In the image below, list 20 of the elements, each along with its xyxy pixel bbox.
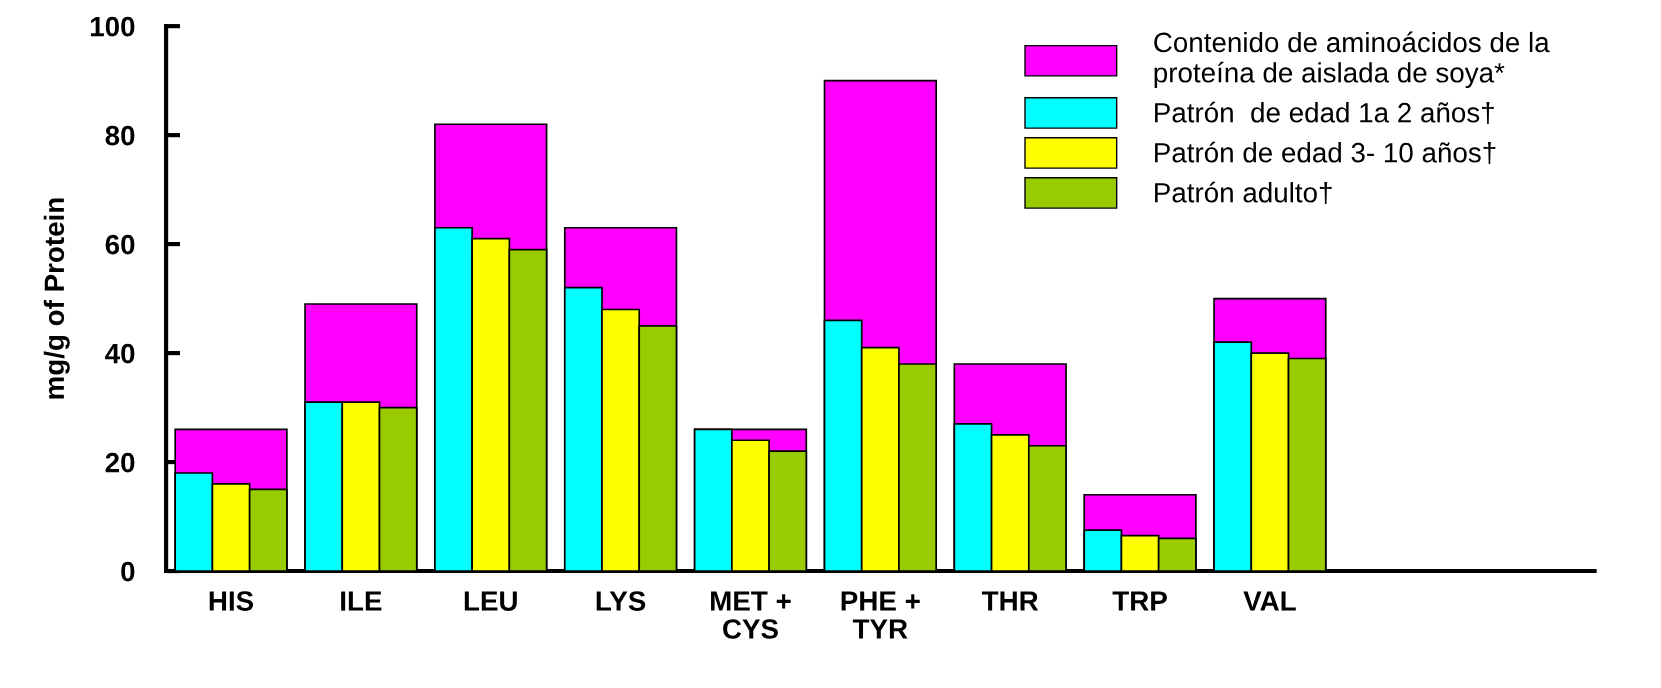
y-tick-label: 60 (105, 234, 135, 255)
y-tick-label: 80 (105, 125, 135, 146)
x-tick-label: MET + CYS (711, 591, 791, 639)
x-tick-label: TRP (1112, 591, 1167, 611)
x-tick-label: ILE (341, 591, 382, 611)
legend-label: Patrón adulto† (1155, 181, 1332, 205)
y-tick-label: 20 (105, 452, 135, 473)
x-tick-label: LYS (596, 591, 646, 611)
x-tick-label: PHE + TYR (841, 591, 920, 639)
y-tick-label: 100 (90, 16, 135, 37)
legend-label: Patrón de edad 3- 10 años† (1155, 141, 1496, 165)
legend-label: Contenido de aminoácidos de la proteína de aislada de soya* (1154, 31, 1550, 89)
x-tick-label: LEU (464, 591, 517, 611)
y-axis-title: mg/g of Protein (43, 198, 70, 399)
legend-label: Patrón de edad 1a 2 años† (1155, 101, 1494, 125)
y-tick-label: 40 (105, 343, 135, 364)
y-tick-label: 0 (121, 561, 135, 582)
x-tick-label: VAL (1243, 591, 1296, 611)
x-tick-label: THR (981, 591, 1039, 611)
x-tick-label: HIS (209, 591, 254, 611)
